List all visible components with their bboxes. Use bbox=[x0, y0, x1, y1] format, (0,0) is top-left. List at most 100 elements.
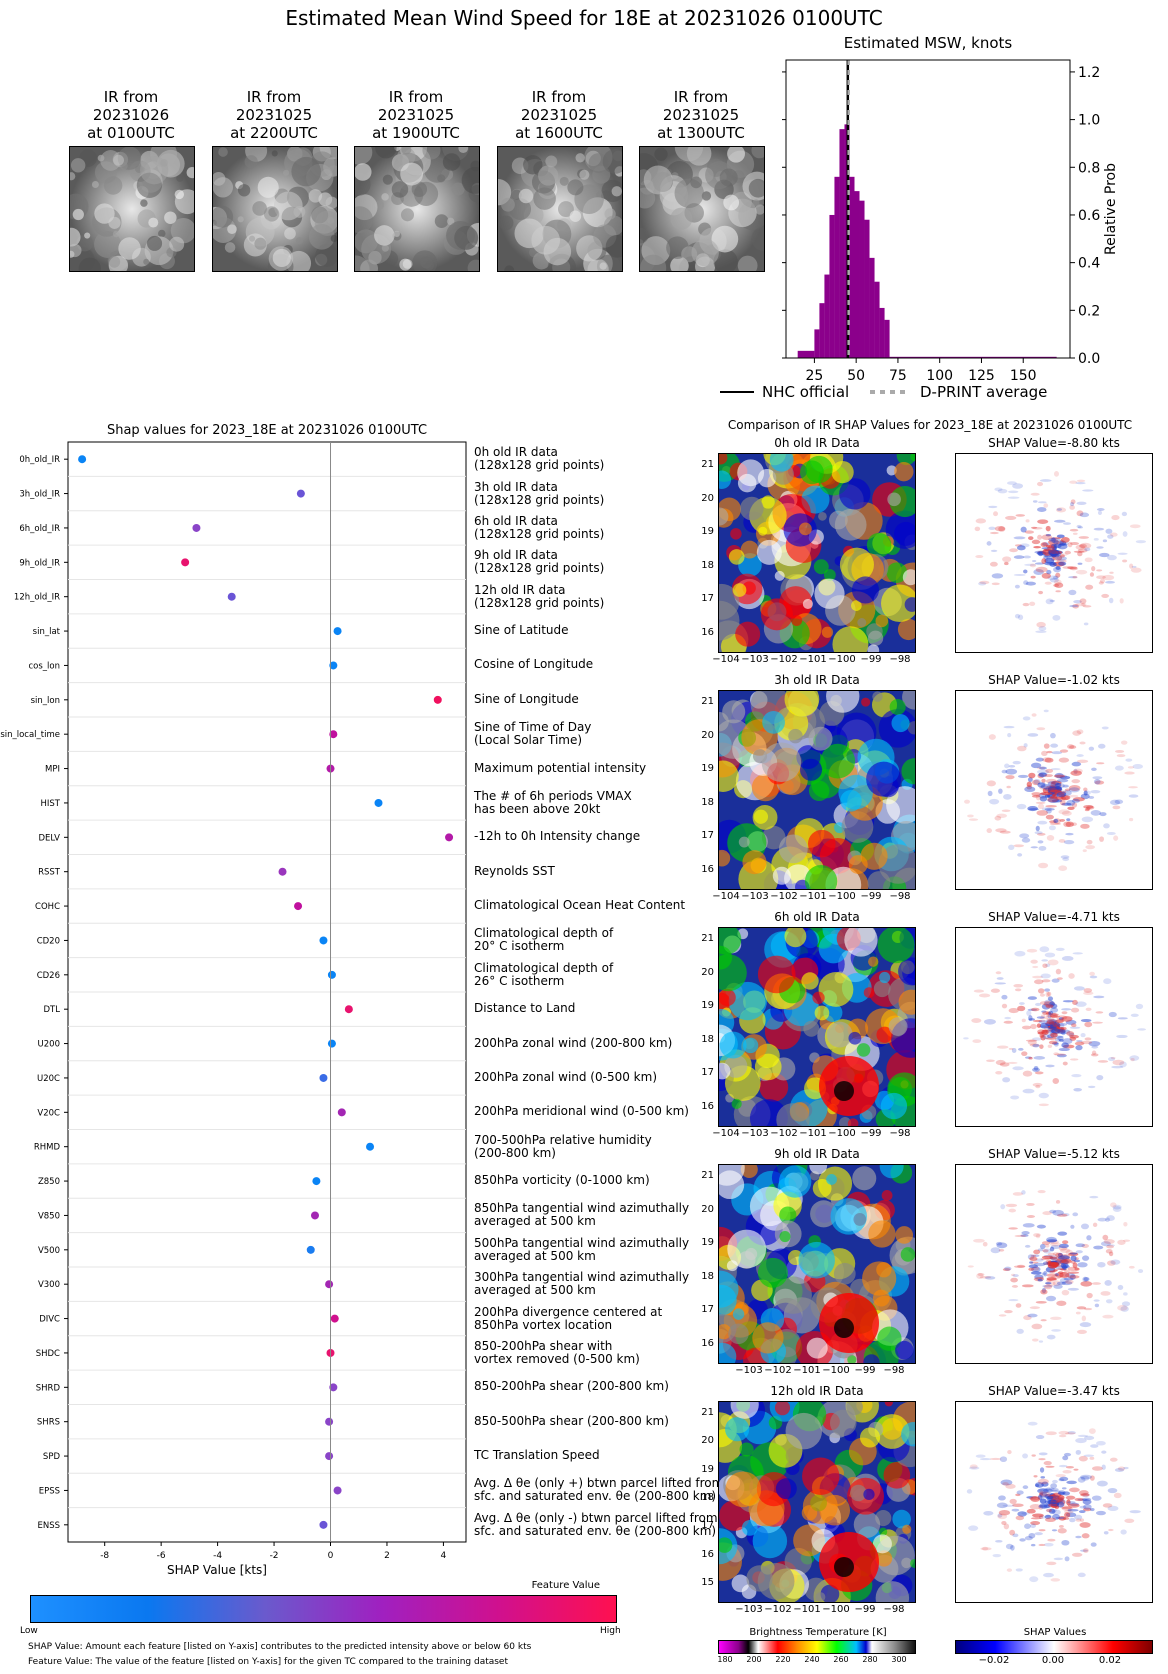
bt-colorbar-title: Brightness Temperature [K] bbox=[749, 1627, 887, 1638]
shap-feature-label: U200 bbox=[38, 1040, 60, 1050]
shap-map bbox=[955, 453, 1153, 653]
ir-lon-tick-label: −100 bbox=[828, 891, 856, 902]
shap-feature-description: 850hPa tangential wind azimuthally averag… bbox=[474, 1202, 689, 1228]
ir-data-panel-title: 0h old IR Data bbox=[774, 436, 860, 450]
ir-lat-tick-label: 16 bbox=[701, 1548, 714, 1560]
shap-feature-label: cos_lon bbox=[28, 661, 60, 671]
shap-map-texture bbox=[974, 471, 1147, 633]
shap-point bbox=[344, 1005, 353, 1014]
shap-feature-description-line: 850-200hPa shear (200-800 km) bbox=[474, 1379, 669, 1394]
shap-feature-label: DELV bbox=[38, 833, 60, 843]
shap-point bbox=[329, 661, 338, 670]
msw-bar bbox=[864, 219, 870, 358]
shap-point bbox=[325, 1280, 334, 1289]
shap-feature-description: 200hPa divergence centered at 850hPa vort… bbox=[474, 1304, 663, 1332]
ir-lon-tick-label: −101 bbox=[799, 654, 827, 665]
msw-x-tick-label: 25 bbox=[805, 368, 823, 384]
ir-lat-tick-label: 16 bbox=[701, 1338, 714, 1349]
ir-thumbnail-label: IR from 20231025 at 1600UTC bbox=[494, 88, 624, 142]
shap-feature-description-line: 0h old IR data bbox=[474, 445, 558, 460]
ir-thumbnail-label: IR from 20231026 at 0100UTC bbox=[66, 88, 196, 142]
ir-lat-tick-label: 20 bbox=[701, 966, 714, 978]
shap-point bbox=[329, 730, 338, 739]
msw-bar bbox=[884, 319, 890, 358]
msw-y-tick-label: 0.4 bbox=[1078, 256, 1100, 272]
ir-lat-tick-label: 20 bbox=[701, 1203, 714, 1215]
ir-lat-tick-label: 21 bbox=[701, 459, 714, 470]
msw-x-tick-label: 125 bbox=[968, 368, 995, 384]
msw-x-tick-label: 150 bbox=[1010, 368, 1037, 384]
ir-thumbnail-label-line: at 0100UTC bbox=[87, 124, 175, 142]
ir-data-map bbox=[718, 453, 916, 653]
ir-lon-tick-label: −104 bbox=[712, 891, 740, 902]
bt-colorbar bbox=[718, 1640, 916, 1654]
shap-feature-description: 6h old IR data (128x128 grid points) bbox=[474, 514, 604, 541]
ir-lat-tick-label: 19 bbox=[701, 1463, 714, 1475]
shap-map-texture bbox=[966, 1421, 1141, 1583]
page-title: Estimated Mean Wind Speed for 18E at 202… bbox=[285, 6, 883, 30]
shap-point bbox=[327, 970, 336, 979]
msw-bar bbox=[889, 356, 1057, 358]
ir-lon-tick-label: −99 bbox=[860, 891, 882, 902]
shap-feature-description-line: The # of 6h periods VMAX bbox=[474, 788, 632, 803]
colorbar-low-label: Low bbox=[20, 1626, 38, 1636]
shap-x-tick-label: 2 bbox=[384, 1551, 390, 1561]
shap-feature-label: sin_lon bbox=[31, 696, 60, 706]
shap-feature-description-line: 3h old IR data bbox=[474, 479, 558, 494]
shap-feature-description-line: 200hPa divergence centered at bbox=[474, 1304, 663, 1319]
shap-map bbox=[955, 1164, 1153, 1364]
ir-lon-tick-label: −98 bbox=[883, 1365, 905, 1376]
shap-x-tick-label: 4 bbox=[441, 1551, 447, 1561]
msw-bar bbox=[834, 176, 840, 358]
shap-point bbox=[294, 902, 303, 911]
shap-feature-description: 300hPa tangential wind azimuthally averag… bbox=[474, 1271, 689, 1297]
feature-value-colorbar bbox=[30, 1595, 617, 1623]
ir-lat-tick-label: 18 bbox=[701, 1492, 714, 1503]
shap-point bbox=[319, 1520, 328, 1529]
ir-thumbnail-label-line: 20231025 bbox=[662, 106, 740, 124]
shap-point bbox=[374, 798, 383, 807]
shap-chart-title: Shap values for 2023_18E at 20231026 010… bbox=[107, 423, 427, 438]
shap-feature-description: 200hPa zonal wind (0-500 km) bbox=[474, 1070, 657, 1084]
shap-feature-description-line: 12h old IR data bbox=[474, 582, 566, 597]
ir-lon-tick-label: −102 bbox=[764, 1604, 792, 1615]
shap-feature-description: 850hPa vorticity (0-1000 km) bbox=[474, 1174, 650, 1187]
shap-feature-label: SPD bbox=[43, 1452, 61, 1462]
shap-feature-description-line: Reynolds SST bbox=[474, 863, 555, 878]
ir-lon-tick-label: −102 bbox=[770, 1128, 798, 1139]
shap-feature-description: 850-200hPa shear with vortex removed (0-5… bbox=[474, 1338, 640, 1366]
ir-data-map-texture bbox=[719, 928, 915, 1126]
shap-feature-description: The # of 6h periods VMAX has been above 2… bbox=[474, 788, 632, 816]
ir-thumbnail-label-line: 20231025 bbox=[235, 106, 313, 124]
shap-map-texture bbox=[967, 1190, 1144, 1343]
msw-bar bbox=[854, 191, 860, 358]
shap-feature-description-line: -12h to 0h Intensity change bbox=[474, 829, 641, 844]
ir-thumbnail-label-line: at 1900UTC bbox=[372, 124, 460, 142]
shap-feature-label: V850 bbox=[38, 1211, 60, 1221]
ir-lon-tick-label: −99 bbox=[854, 1604, 876, 1615]
shap-map-panel-title: SHAP Value=-4.71 kts bbox=[988, 910, 1120, 924]
shap-feature-description-line: Sine of Time of Day bbox=[474, 720, 592, 735]
shap-feature-label: CD26 bbox=[37, 971, 60, 981]
ir-lat-tick-label: 18 bbox=[701, 559, 714, 571]
shap-point bbox=[325, 1452, 334, 1461]
footnote-shap: SHAP Value: Amount each feature [listed … bbox=[28, 1642, 532, 1652]
shap-feature-description-line: 850-500hPa shear (200-800 km) bbox=[474, 1413, 669, 1428]
shap-feature-label: Z850 bbox=[38, 1177, 60, 1187]
shap-feature-label: DTL bbox=[44, 1005, 61, 1015]
shap-feature-description-line: (128x128 grid points) bbox=[474, 492, 605, 507]
shap-feature-description-line: sfc. and saturated env. θe (200-800 km) bbox=[474, 1523, 717, 1538]
shap-feature-description: Sine of Time of Day (Local Solar Time) bbox=[474, 721, 591, 747]
ir-lon-tick-label: −100 bbox=[822, 1604, 850, 1615]
shap-feature-description-line: Maximum potential intensity bbox=[474, 760, 647, 775]
ir-lon-tick-label: −100 bbox=[828, 1128, 856, 1139]
ir-thumbnail-image bbox=[497, 146, 623, 272]
ir-lat-tick-label: 21 bbox=[701, 696, 714, 707]
ir-thumbnail-label-line: at 1600UTC bbox=[515, 124, 603, 142]
shap-feature-label: sin_lat bbox=[33, 627, 61, 637]
msw-bar bbox=[874, 281, 880, 358]
shap-feature-description-line: 850-200hPa shear with bbox=[474, 1338, 613, 1353]
shap-feature-description-line: Avg. Δ θe (only -) btwn parcel lifted fr… bbox=[474, 1510, 718, 1525]
shap-feature-description: 0h old IR data (128x128 grid points) bbox=[474, 446, 604, 472]
ir-lon-tick-label: −102 bbox=[764, 1365, 792, 1376]
